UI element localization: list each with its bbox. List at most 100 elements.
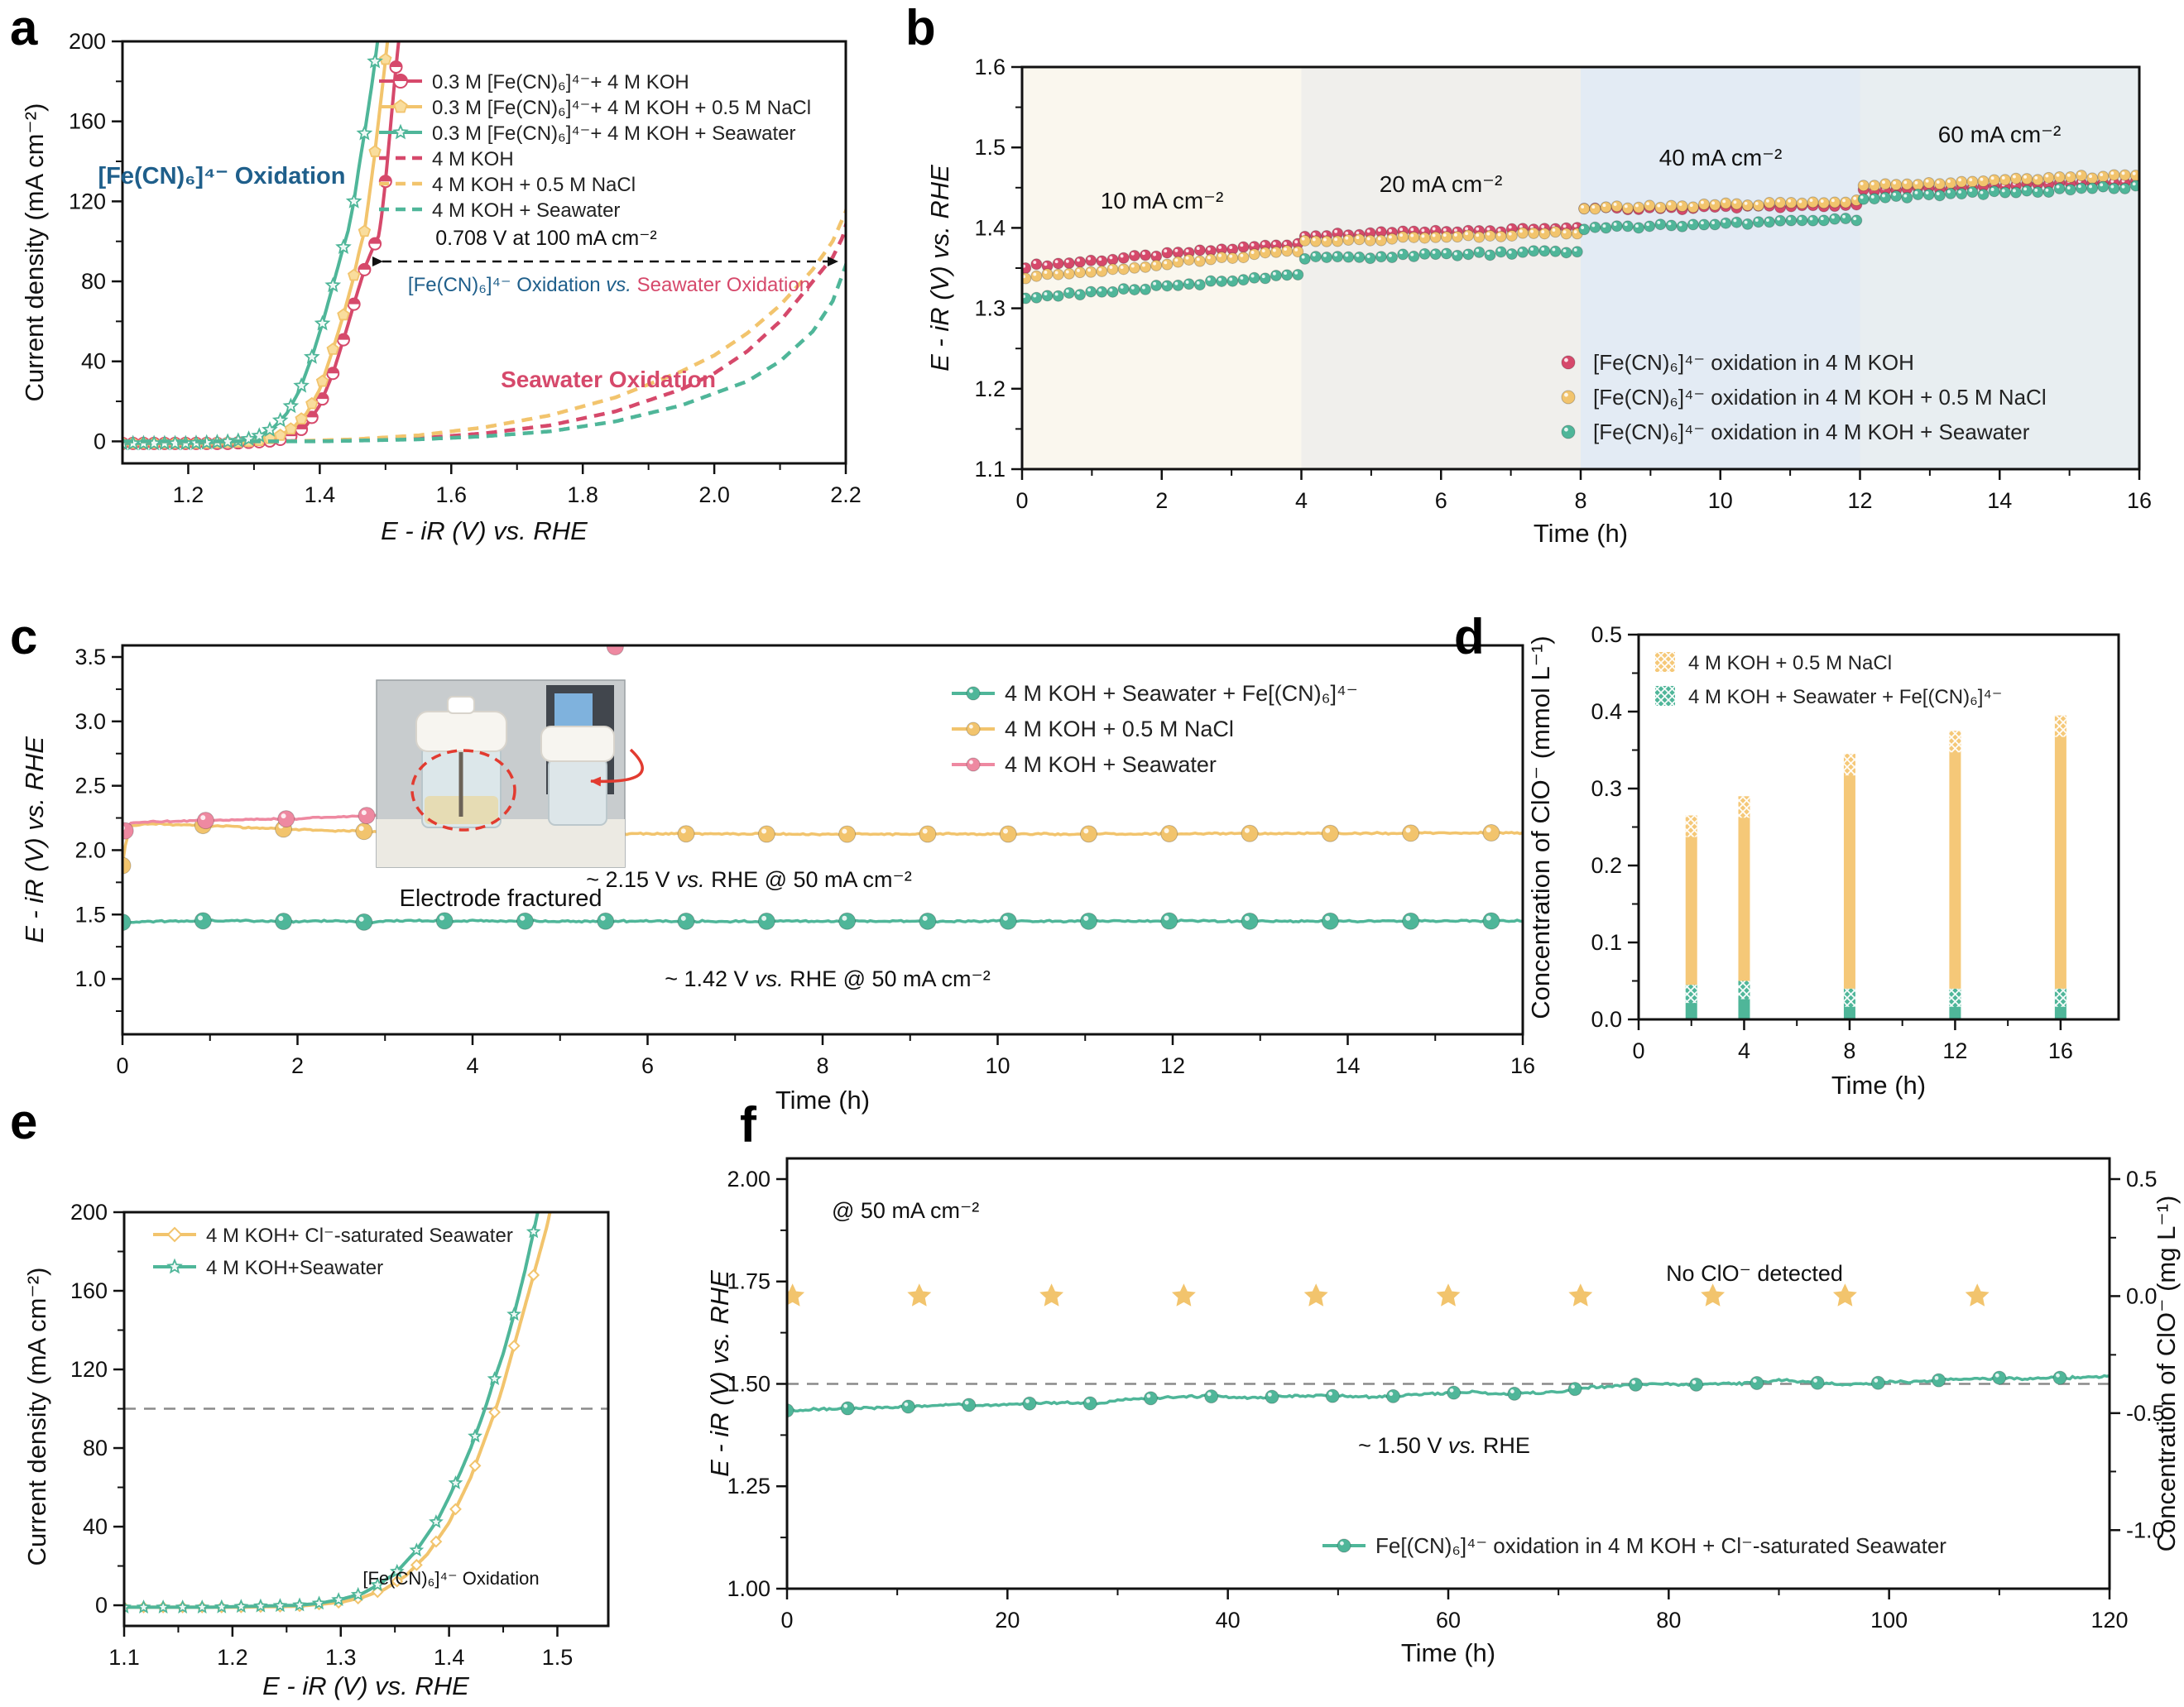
series-line (122, 822, 1523, 866)
legend-label: 0.3 M [Fe(CN)₆]⁴⁻+ 4 M KOH + 0.5 M NaCl (432, 97, 811, 119)
bar-yellow (1738, 796, 1750, 981)
axis-label: Current density (mA cm⁻²) (20, 103, 49, 402)
legend-item: 4 M KOH + Seawater (379, 199, 620, 222)
annotation: ~ 1.50 V vs. RHE (1358, 1433, 1530, 1458)
legend-item: 4 M KOH (379, 148, 514, 170)
y-tick-label: 2.5 (74, 774, 106, 798)
x-tick-label: 4 (1295, 488, 1308, 513)
x-tick-label: 14 (1987, 488, 2012, 513)
x-tick-label: 16 (1510, 1053, 1535, 1078)
bar-yellow (1685, 815, 1697, 985)
x-tick-label: 2 (1155, 488, 1168, 513)
background-band (1022, 67, 1302, 469)
series-line (122, 918, 1523, 925)
x-tick-label: 12 (1160, 1053, 1185, 1078)
legend-item: 0.3 M [Fe(CN)₆]⁴⁻+ 4 M KOH + Seawater (379, 122, 795, 145)
y-tick-label: 0.1 (1591, 930, 1622, 955)
axis-label: Time (h) (775, 1086, 870, 1115)
right-tick-label: -0.5 (2126, 1401, 2165, 1426)
legend-label: 0.3 M [Fe(CN)₆]⁴⁻+ 4 M KOH (432, 71, 689, 94)
x-tick-label: 1.5 (542, 1645, 574, 1670)
y-tick-label: 40 (81, 349, 106, 374)
x-tick-label: 8 (1574, 488, 1586, 513)
annotation: 0.708 V at 100 mA cm⁻² (435, 227, 657, 250)
panel-e: 1.1 1.2 1.3 1.4 1.5 0 40 80 120 160 200 E - iR (V) … (22, 1200, 610, 1700)
panel-label-e: e (10, 1094, 38, 1149)
axis-label: Time (h) (1401, 1638, 1495, 1667)
series-line (122, 204, 846, 444)
legend-label: 4 M KOH + Seawater (1005, 752, 1217, 777)
annotation: [Fe(CN)₆]⁴⁻ Oxidation (362, 1568, 539, 1589)
legend-label: [Fe(CN)₆]⁴⁻ oxidation in 4 M KOH (1593, 350, 1914, 375)
legend-item: 4 M KOH + 0.5 M NaCl (1655, 652, 1892, 674)
axis-label: Current density (mA cm⁻²) (22, 1268, 51, 1566)
x-tick-label: 0 (1632, 1038, 1644, 1063)
legend-label: 4 M KOH + 0.5 M NaCl (1688, 652, 1892, 674)
background-band (1860, 67, 2139, 469)
x-tick-label: 16 (2048, 1038, 2073, 1063)
axis-label: Concentration of ClO⁻ (mg L⁻¹) (2152, 1196, 2181, 1552)
y-tick-label: 200 (69, 29, 106, 54)
right-tick-label: 0.0 (2126, 1283, 2158, 1308)
x-tick-label: 4 (1738, 1038, 1750, 1063)
legend-label: [Fe(CN)₆]⁴⁻ oxidation in 4 M KOH + Seawa… (1593, 420, 2030, 444)
panel-label-c: c (10, 609, 38, 664)
legend-item: [Fe(CN)₆]⁴⁻ oxidation in 4 M KOH + Seawa… (1561, 420, 2030, 444)
axis-label: E - iR (V) vs. RHE (262, 1671, 469, 1700)
axis-label: E - iR (V) vs. RHE (20, 736, 49, 943)
annotation: Seawater Oxidation (501, 367, 716, 392)
background-band (1581, 67, 1860, 469)
legend-label: 4 M KOH + Seawater (432, 199, 620, 222)
legend-item: 4 M KOH + Seawater + Fe[(CN)₆]⁴⁻ (952, 681, 1358, 706)
legend-label: Fe[(CN)₆]⁴⁻ oxidation in 4 M KOH + Cl⁻-s… (1375, 1533, 1946, 1558)
y-tick-label: 0.2 (1591, 853, 1622, 878)
x-tick-label: 10 (1708, 488, 1733, 513)
x-tick-label: 1.6 (435, 482, 467, 507)
axis-label: Time (h) (1534, 519, 1628, 548)
legend-item: [Fe(CN)₆]⁴⁻ oxidation in 4 M KOH + 0.5 M… (1561, 385, 2047, 410)
legend-item: 4 M KOH+ Cl⁻-saturated Seawater (153, 1225, 513, 1247)
x-tick-label: 6 (1435, 488, 1447, 513)
y-tick-label: 3.0 (74, 709, 106, 734)
legend-item: 4 M KOH + Seawater + Fe[(CN)₆]⁴⁻ (1655, 686, 2002, 708)
bar-yellow (1949, 731, 1961, 989)
y-tick-label: 1.5 (974, 135, 1006, 160)
x-tick-label: 6 (641, 1053, 654, 1078)
x-tick-label: 100 (1870, 1608, 1908, 1633)
x-tick-label: 0 (780, 1608, 793, 1633)
x-tick-label: 8 (1843, 1038, 1855, 1063)
x-tick-label: 0 (1015, 488, 1028, 513)
legend-item: 4 M KOH + 0.5 M NaCl (952, 717, 1234, 741)
y-tick-label: 1.00 (727, 1576, 770, 1601)
y-tick-label: 200 (70, 1200, 108, 1225)
annotation: No ClO⁻ detected (1666, 1261, 1843, 1286)
right-tick-label: 0.5 (2126, 1167, 2158, 1192)
y-tick-label: 2.00 (727, 1167, 770, 1192)
panel-d: 0 4 8 12 16 0.0 0.1 0.2 0.3 0.4 0.5 Time (h) Concent… (1526, 622, 2120, 1100)
y-tick-label: 0 (95, 1593, 108, 1618)
panel-f: 0 20 40 60 80 100 120 1.00 1.25 1.50 1.75 2.00 0.5 0.… (705, 1157, 2181, 1667)
x-tick-label: 1.2 (217, 1645, 248, 1670)
y-tick-label: 160 (69, 109, 106, 134)
x-tick-label: 8 (816, 1053, 828, 1078)
legend-label: 4 M KOH + Seawater + Fe[(CN)₆]⁴⁻ (1005, 681, 1358, 706)
x-tick-label: 2.2 (830, 482, 862, 507)
legend-item: [Fe(CN)₆]⁴⁻ oxidation in 4 M KOH (1561, 350, 1914, 375)
annotation: @ 50 mA cm⁻² (832, 1198, 979, 1223)
y-tick-label: 0.0 (1591, 1007, 1622, 1032)
series-line (124, 1212, 540, 1609)
y-tick-label: 40 (83, 1514, 108, 1539)
x-tick-label: 1.4 (305, 482, 336, 507)
axis-label: Time (h) (1831, 1071, 1926, 1100)
annotation: ~ 2.15 V vs. RHE @ 50 mA cm⁻² (586, 867, 912, 892)
annotation: [Fe(CN)₆]⁴⁻ Oxidation (98, 163, 346, 189)
y-tick-label: 120 (70, 1357, 108, 1382)
legend-label: [Fe(CN)₆]⁴⁻ oxidation in 4 M KOH + 0.5 M… (1593, 385, 2047, 410)
y-tick-label: 0 (94, 429, 106, 453)
panel-label-d: d (1454, 609, 1485, 664)
x-tick-label: 14 (1335, 1053, 1360, 1078)
plot-box (121, 40, 847, 465)
y-tick-label: 0.4 (1591, 699, 1622, 724)
y-tick-label: 1.2 (974, 376, 1006, 401)
